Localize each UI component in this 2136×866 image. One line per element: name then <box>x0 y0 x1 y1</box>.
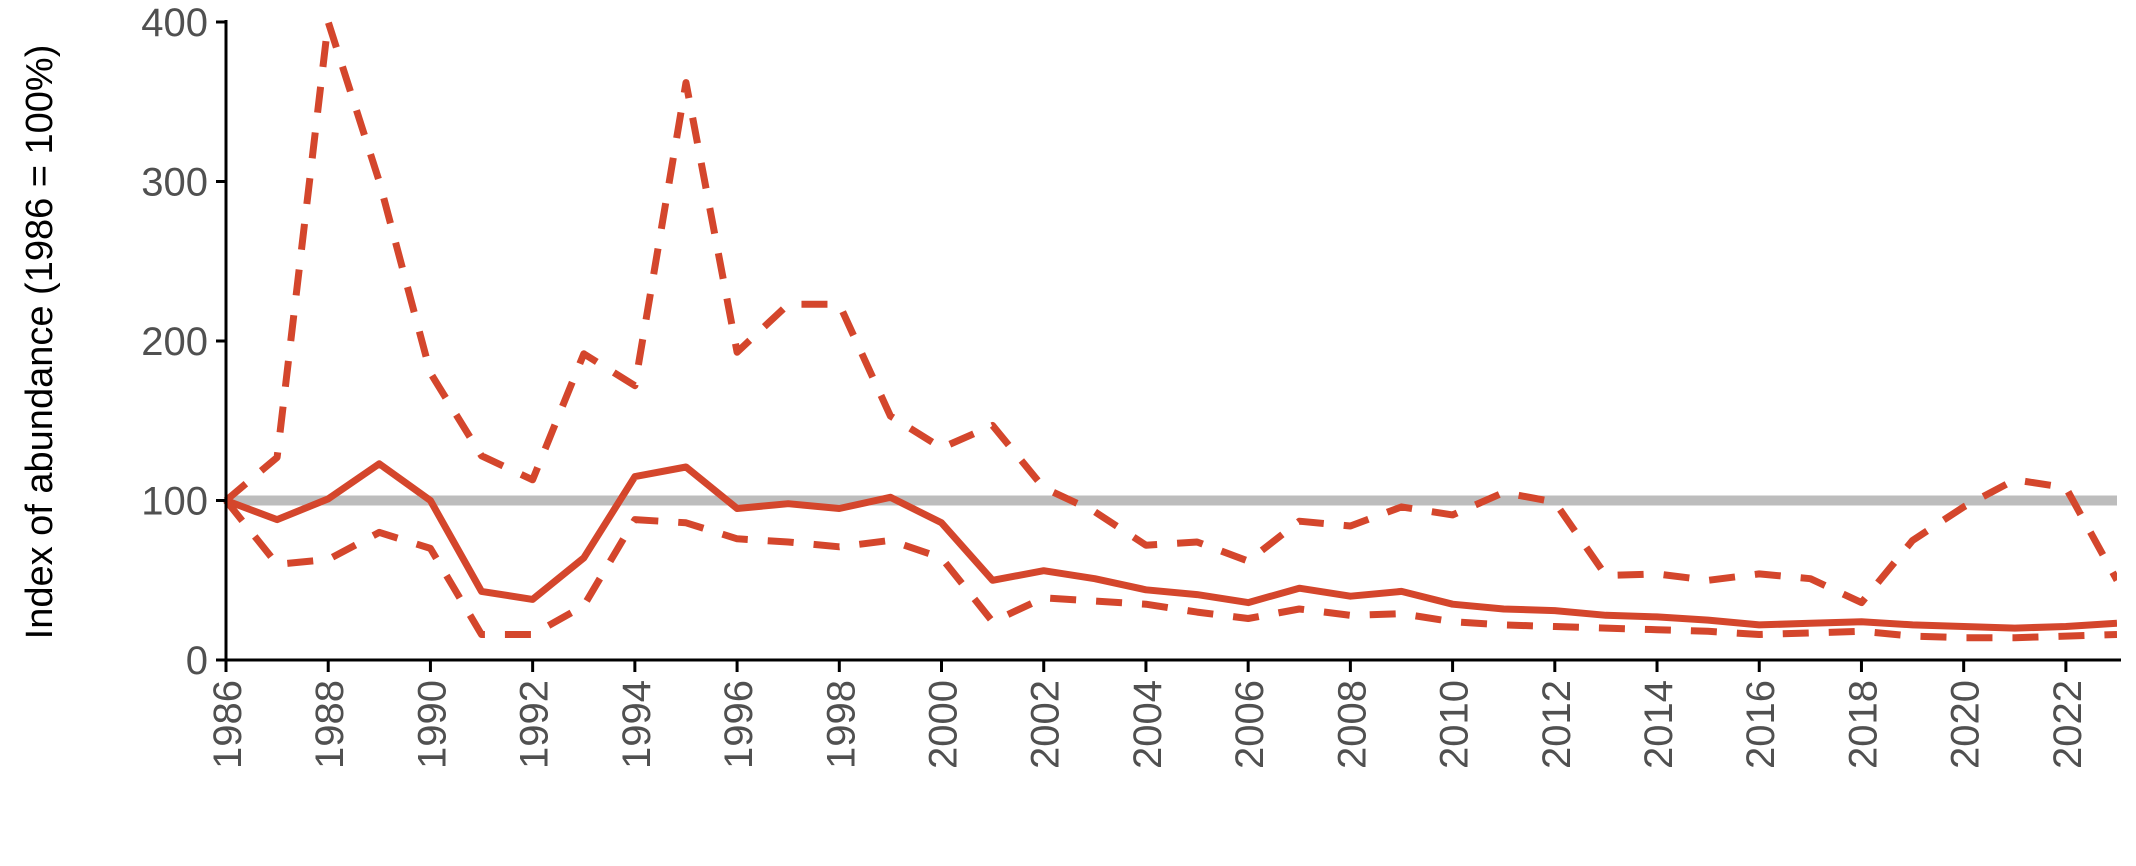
axes-layer <box>216 20 2121 672</box>
x-tick-label: 1998 <box>819 680 863 769</box>
x-tick-label: 2000 <box>922 680 966 769</box>
y-tick-label: 300 <box>141 161 208 205</box>
y-tick-label: 0 <box>186 639 208 683</box>
x-tick-label: 2022 <box>2046 680 2090 769</box>
y-axis-title-group: Index of abundance (1986 = 100%) <box>19 45 61 640</box>
x-tick-label: 2012 <box>1535 680 1579 769</box>
x-tick-label: 2010 <box>1433 680 1477 769</box>
x-tick-label: 1990 <box>410 680 454 769</box>
y-tick-label: 200 <box>141 320 208 364</box>
x-tick-label: 1986 <box>206 680 250 769</box>
series-line-3 <box>223 498 2117 642</box>
x-tick-label: 2020 <box>1944 680 1988 769</box>
y-tick-labels: 0 100 200 300 400 <box>141 1 208 683</box>
y-axis-title: Index of abundance (1986 = 100%) <box>19 45 61 640</box>
x-tick-label: 1992 <box>513 680 557 769</box>
x-tick-label: 1994 <box>615 680 659 769</box>
x-tick-label: 1988 <box>308 680 352 769</box>
series-line-2 <box>223 18 2117 607</box>
y-tick-label: 400 <box>141 1 208 45</box>
x-tick-labels: 1986 1988 1990 1992 1994 1996 1998 2000 2002 2004… <box>206 680 2090 769</box>
x-tick-label: 2014 <box>1637 680 1681 769</box>
series-line-1 <box>224 460 2117 632</box>
x-tick-label: 2008 <box>1330 680 1374 769</box>
y-tick-label: 100 <box>141 480 208 524</box>
x-tick-label: 2004 <box>1126 680 1170 769</box>
series-layer <box>223 18 2117 642</box>
x-tick-label: 2016 <box>1739 680 1783 769</box>
x-tick-label: 2006 <box>1228 680 1272 769</box>
x-tick-label: 2002 <box>1024 680 1068 769</box>
x-tick-label: 1996 <box>717 680 761 769</box>
x-tick-label: 2018 <box>1842 680 1886 769</box>
